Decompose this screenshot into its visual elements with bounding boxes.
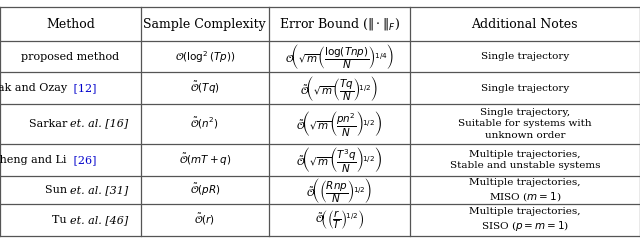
Text: [12]: [12] <box>70 83 97 93</box>
Text: Single trajectory: Single trajectory <box>481 52 569 61</box>
Text: Sample Complexity: Sample Complexity <box>143 18 266 31</box>
Text: Multiple trajectories,
Stable and unstable systems: Multiple trajectories, Stable and unstab… <box>449 150 600 170</box>
Text: Additional Notes: Additional Notes <box>472 18 578 31</box>
Text: $\tilde{\mathcal{O}}\!\left(\sqrt{m}\left(\dfrac{T^3q}{N}\right)^{\!1/2}\right)$: $\tilde{\mathcal{O}}\!\left(\sqrt{m}\lef… <box>296 146 382 174</box>
Text: proposed method: proposed method <box>21 52 120 62</box>
Text: et. al. [16]: et. al. [16] <box>70 119 129 129</box>
Text: Zheng and Li: Zheng and Li <box>0 155 70 165</box>
Text: [26]: [26] <box>70 155 97 165</box>
Text: Single trajectory: Single trajectory <box>481 84 569 93</box>
Text: Sarkar: Sarkar <box>29 119 70 129</box>
Text: Single trajectory,
Suitable for systems with
unknown order: Single trajectory, Suitable for systems … <box>458 108 591 140</box>
Text: Tu: Tu <box>52 215 70 225</box>
Text: et. al. [46]: et. al. [46] <box>70 215 129 225</box>
Text: $\tilde{\mathcal{O}}\!\left(\left(\dfrac{Rnp}{N}\right)^{\!1/2}\right)$: $\tilde{\mathcal{O}}\!\left(\left(\dfrac… <box>306 176 372 205</box>
Text: $\tilde{\mathcal{O}}(n^2)$: $\tilde{\mathcal{O}}(n^2)$ <box>191 116 219 131</box>
Text: $\tilde{\mathcal{O}}\!\left(\sqrt{m}\left(\dfrac{Tq}{N}\right)^{\!1/2}\right)$: $\tilde{\mathcal{O}}\!\left(\sqrt{m}\lef… <box>300 74 378 103</box>
Text: $\mathcal{O}(\log^2(Tp))$: $\mathcal{O}(\log^2(Tp))$ <box>175 49 235 65</box>
Text: $\tilde{\mathcal{O}}(Tq)$: $\tilde{\mathcal{O}}(Tq)$ <box>190 80 220 96</box>
Text: $\tilde{\mathcal{O}}(pR)$: $\tilde{\mathcal{O}}(pR)$ <box>189 182 220 198</box>
Text: et. al. [31]: et. al. [31] <box>70 185 129 195</box>
Text: Error Bound ($\|\cdot\|_F$): Error Bound ($\|\cdot\|_F$) <box>278 16 400 32</box>
Text: Multiple trajectories,
SISO ($p=m=1$): Multiple trajectories, SISO ($p=m=1$) <box>469 207 580 233</box>
Text: $\tilde{\mathcal{O}}(mT+q)$: $\tilde{\mathcal{O}}(mT+q)$ <box>179 152 231 168</box>
Text: $\tilde{\mathcal{O}}\!\left(\left(\dfrac{r}{T}\right)^{\!1/2}\right)$: $\tilde{\mathcal{O}}\!\left(\left(\dfrac… <box>314 208 364 231</box>
Text: $\tilde{\mathcal{O}}(r)$: $\tilde{\mathcal{O}}(r)$ <box>195 212 215 227</box>
Text: $\tilde{\mathcal{O}}\!\left(\sqrt{m}\left(\dfrac{pn^2}{N}\right)^{\!1/2}\right)$: $\tilde{\mathcal{O}}\!\left(\sqrt{m}\lef… <box>296 109 382 138</box>
Text: Oymak and Ozay: Oymak and Ozay <box>0 83 70 93</box>
Text: $\mathcal{O}\!\left(\sqrt{m}\left(\dfrac{\log(Tnp)}{N}\right)^{\!1/4}\right)$: $\mathcal{O}\!\left(\sqrt{m}\left(\dfrac… <box>285 42 394 71</box>
Text: Sun: Sun <box>45 185 70 195</box>
Text: Method: Method <box>46 18 95 31</box>
Text: Multiple trajectories,
MISO ($m=1$): Multiple trajectories, MISO ($m=1$) <box>469 178 580 203</box>
